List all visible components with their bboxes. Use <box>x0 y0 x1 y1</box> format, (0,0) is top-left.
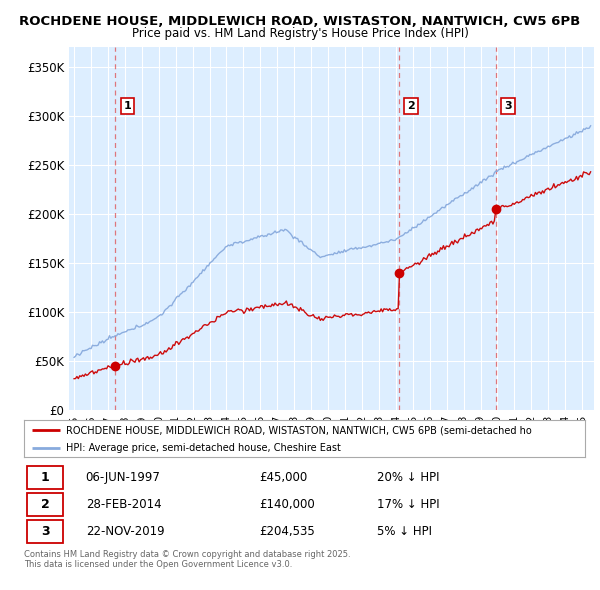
Text: 28-FEB-2014: 28-FEB-2014 <box>86 498 161 511</box>
Text: 20% ↓ HPI: 20% ↓ HPI <box>377 471 440 484</box>
Text: £45,000: £45,000 <box>260 471 308 484</box>
Text: 3: 3 <box>41 525 49 538</box>
Text: 2: 2 <box>407 101 415 111</box>
Text: 1: 1 <box>41 471 49 484</box>
Text: Price paid vs. HM Land Registry's House Price Index (HPI): Price paid vs. HM Land Registry's House … <box>131 27 469 40</box>
Text: 2: 2 <box>41 498 49 511</box>
Text: ROCHDENE HOUSE, MIDDLEWICH ROAD, WISTASTON, NANTWICH, CW5 6PB: ROCHDENE HOUSE, MIDDLEWICH ROAD, WISTAST… <box>19 15 581 28</box>
Text: 06-JUN-1997: 06-JUN-1997 <box>86 471 161 484</box>
FancyBboxPatch shape <box>27 466 63 489</box>
Text: 17% ↓ HPI: 17% ↓ HPI <box>377 498 440 511</box>
Text: £140,000: £140,000 <box>260 498 316 511</box>
FancyBboxPatch shape <box>27 520 63 543</box>
Text: 5% ↓ HPI: 5% ↓ HPI <box>377 525 433 538</box>
Text: £204,535: £204,535 <box>260 525 316 538</box>
Text: HPI: Average price, semi-detached house, Cheshire East: HPI: Average price, semi-detached house,… <box>66 443 341 453</box>
Text: Contains HM Land Registry data © Crown copyright and database right 2025.
This d: Contains HM Land Registry data © Crown c… <box>24 550 350 569</box>
FancyBboxPatch shape <box>27 493 63 516</box>
Text: 3: 3 <box>504 101 512 111</box>
Text: 1: 1 <box>124 101 131 111</box>
Text: ROCHDENE HOUSE, MIDDLEWICH ROAD, WISTASTON, NANTWICH, CW5 6PB (semi-detached ho: ROCHDENE HOUSE, MIDDLEWICH ROAD, WISTAST… <box>66 425 532 435</box>
Text: 22-NOV-2019: 22-NOV-2019 <box>86 525 164 538</box>
